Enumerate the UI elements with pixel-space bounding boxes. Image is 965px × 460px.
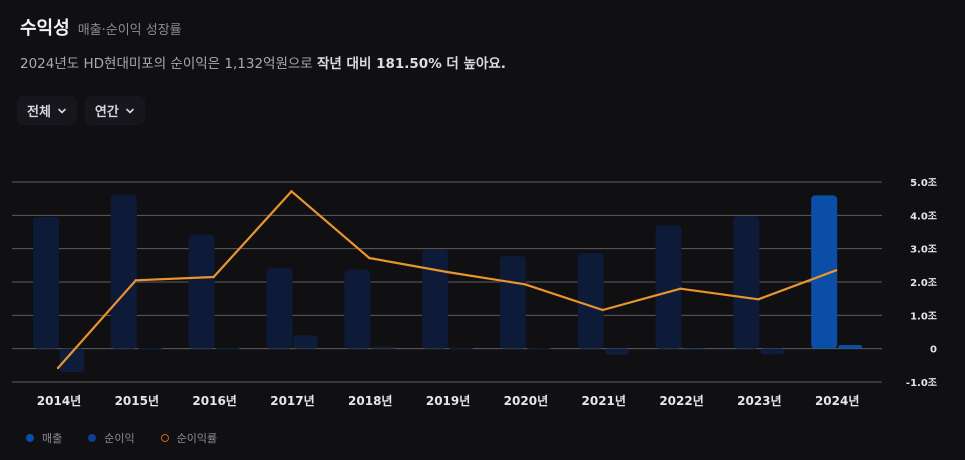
chevron-down-icon xyxy=(126,108,134,113)
point-net-margin xyxy=(445,270,449,274)
bar-net-income xyxy=(838,345,863,349)
header: 수익성 매출·순이익 성장률 xyxy=(20,14,182,40)
legend-label-net-margin: 순이익률 xyxy=(176,432,218,445)
point-net-margin xyxy=(757,298,760,301)
point-net-margin xyxy=(679,287,682,290)
x-tick-label: 2019년 xyxy=(426,394,470,408)
bar-revenue xyxy=(266,268,293,349)
point-net-margin xyxy=(834,269,838,272)
legend-item-net-margin[interactable]: 순이익률 xyxy=(160,430,218,446)
bar-net-income xyxy=(760,348,785,355)
y-tick-label: 1.0조 xyxy=(910,310,937,322)
bar-revenue xyxy=(188,234,215,349)
filter-bar: 전체 연간 xyxy=(17,96,145,125)
bar-revenue xyxy=(344,269,371,349)
bar-net-income xyxy=(60,348,84,372)
scope-filter-label: 전체 xyxy=(27,105,51,120)
scope-filter-dropdown[interactable]: 전체 xyxy=(17,96,77,125)
legend-marker-net-margin xyxy=(160,434,169,442)
x-tick-label: 2018년 xyxy=(348,394,392,408)
x-tick-label: 2015년 xyxy=(115,394,159,408)
y-tick-label: 4.0조 xyxy=(910,210,937,222)
point-net-margin xyxy=(212,275,215,279)
bar-revenue xyxy=(499,256,526,349)
x-tick-label: 2023년 xyxy=(737,394,781,408)
y-tick-label: 3.0조 xyxy=(910,244,937,256)
page-title: 수익성 xyxy=(20,18,70,39)
bar-revenue xyxy=(733,216,760,349)
y-tick-label: 0 xyxy=(930,345,937,356)
summary-highlight: 작년 대비 181.50% 더 높아요. xyxy=(317,56,506,72)
period-filter-dropdown[interactable]: 연간 xyxy=(84,96,145,125)
point-net-margin xyxy=(56,366,60,370)
summary-lead: 2024년도 HD현대미포의 순이익은 1,132억원으로 xyxy=(20,56,318,72)
x-tick-label: 2020년 xyxy=(504,394,548,408)
bar-net-income xyxy=(371,346,396,349)
bar-revenue xyxy=(33,217,59,349)
y-tick-label: 2.0조 xyxy=(910,277,937,289)
bar-net-income xyxy=(293,335,318,349)
bar-net-income xyxy=(449,347,474,350)
chart-legend: 매출 순이익 순이익률 xyxy=(26,430,217,446)
page-subtitle: 매출·순이익 성장률 xyxy=(77,23,182,38)
point-net-margin xyxy=(134,279,138,282)
legend-item-net-income[interactable]: 순이익 xyxy=(88,430,135,446)
x-tick-label: 2021년 xyxy=(582,394,626,408)
profitability-chart: 5.0조 4.0조 3.0조 2.0조 1.0조 0 -1.0조 2014년 2015년 2016… xyxy=(12,177,937,408)
y-tick-label: 5.0조 xyxy=(910,177,937,189)
x-tick-label: 2017년 xyxy=(270,394,314,408)
legend-item-revenue[interactable]: 매출 xyxy=(26,430,62,446)
x-tick-label: 2022년 xyxy=(659,394,703,408)
x-tick-label: 2016년 xyxy=(192,394,236,408)
bar-revenue xyxy=(422,249,449,349)
point-net-margin xyxy=(601,308,604,312)
legend-label-revenue: 매출 xyxy=(42,432,63,445)
bar-revenue xyxy=(110,194,137,349)
point-net-margin xyxy=(368,256,371,260)
bar-revenue xyxy=(811,195,838,349)
legend-marker-net-income xyxy=(88,434,97,442)
bar-net-income xyxy=(526,348,551,350)
bar-net-income xyxy=(682,348,707,351)
legend-label-net-income: 순이익 xyxy=(104,432,135,445)
bar-net-income xyxy=(137,348,162,350)
legend-marker-revenue xyxy=(26,434,34,442)
summary-text: 2024년도 HD현대미포의 순이익은 1,132억원으로 작년 대비 181.… xyxy=(20,52,506,72)
point-net-margin xyxy=(523,283,527,286)
bar-revenue xyxy=(577,253,604,349)
bar-revenue xyxy=(655,225,682,349)
x-tick-label: 2014년 xyxy=(37,394,81,408)
x-tick-label: 2024년 xyxy=(815,394,859,408)
bar-net-income xyxy=(215,347,240,350)
y-tick-label: -1.0조 xyxy=(906,377,937,389)
period-filter-label: 연간 xyxy=(94,105,119,120)
point-net-margin xyxy=(290,190,293,193)
chevron-down-icon xyxy=(58,108,66,113)
bar-net-income xyxy=(604,348,629,355)
